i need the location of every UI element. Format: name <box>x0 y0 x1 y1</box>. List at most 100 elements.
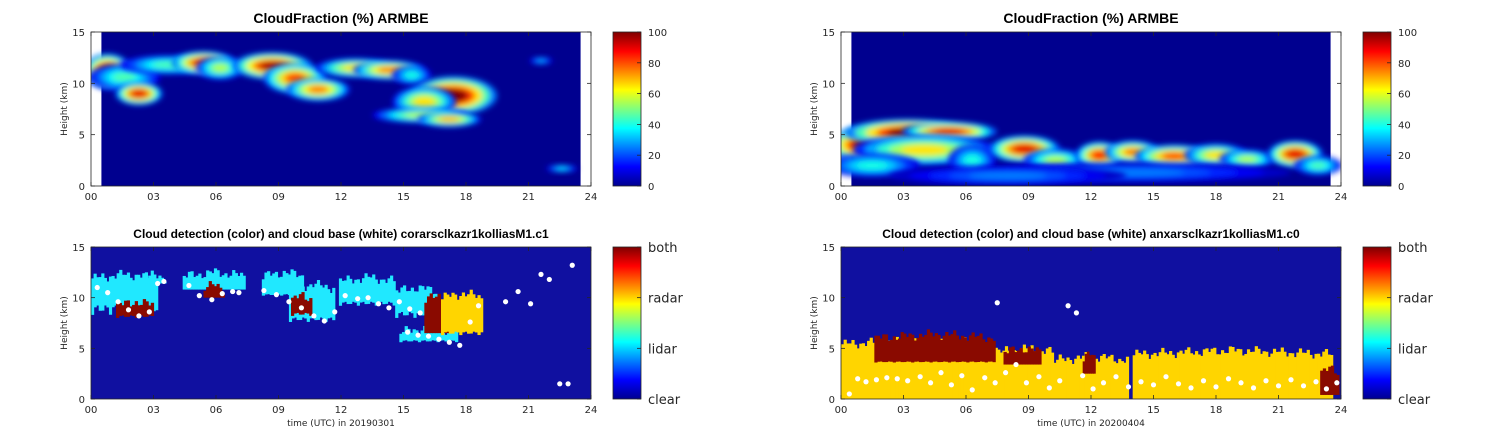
detection-column <box>1118 358 1122 399</box>
x-tick-label: 18 <box>460 405 473 416</box>
detection-column <box>142 273 146 308</box>
detection-column <box>206 270 210 290</box>
chart-title: Cloud detection (color) and cloud base (… <box>882 227 1300 241</box>
detection-column <box>392 281 396 306</box>
detection-column <box>1043 353 1047 399</box>
detection-column <box>316 280 321 320</box>
detection-column <box>1011 346 1015 365</box>
detection-column <box>193 277 197 290</box>
chart-title: CloudFraction (%) ARMBE <box>253 10 428 26</box>
colorbar-tick-label: 100 <box>1398 28 1417 39</box>
detection-column <box>456 299 460 333</box>
cloud-base-point <box>425 333 432 339</box>
detection-column <box>451 292 455 334</box>
cloud-base-point <box>94 284 100 291</box>
cloud-base-point <box>846 391 852 397</box>
plot-area <box>91 247 591 399</box>
chart-panel-det_20200404: 00 03 06 09 12 15 18 21 24 0 5 10 15 Cloud detection … <box>810 227 1434 429</box>
detection-column <box>864 346 868 399</box>
detection-column <box>921 336 925 363</box>
detection-column <box>219 276 223 290</box>
detection-column <box>879 338 883 362</box>
detection-column <box>134 301 139 318</box>
cloud-base-point <box>186 282 192 289</box>
detection-column <box>947 335 952 363</box>
x-tick-label: 00 <box>835 192 848 203</box>
detection-column <box>1233 351 1238 399</box>
cloud-fraction-cell-16 <box>888 165 1127 186</box>
y-tick-label: 5 <box>829 131 835 142</box>
detection-column <box>1063 361 1068 399</box>
detection-segment-3 <box>182 268 246 290</box>
cloud-base-point <box>146 309 152 315</box>
detection-column <box>467 294 471 334</box>
detection-column <box>1314 353 1318 399</box>
detection-column <box>429 293 433 334</box>
detection-column <box>968 335 973 362</box>
cloud-base-point <box>155 280 161 287</box>
detection-column <box>932 336 936 362</box>
detection-column <box>324 284 328 322</box>
detection-column <box>344 280 348 302</box>
detection-column <box>916 340 920 399</box>
detection-column <box>293 295 297 314</box>
detection-column <box>290 269 294 295</box>
detection-column <box>395 290 399 318</box>
detection-column <box>216 270 220 290</box>
cloud-base-point <box>1323 386 1330 392</box>
cloud-base-point <box>1073 310 1080 316</box>
x-tick-label: 21 <box>1272 405 1285 416</box>
colorbar-category-label: lidar <box>1398 342 1427 357</box>
detection-column <box>1200 355 1204 399</box>
cloud-base-point <box>948 382 955 388</box>
x-tick-label: 12 <box>1085 405 1098 416</box>
detection-column <box>1270 353 1274 399</box>
detection-column <box>155 281 159 311</box>
detection-column <box>1187 347 1191 399</box>
detection-column <box>346 275 350 305</box>
detection-column <box>1192 354 1196 399</box>
detection-column <box>1156 356 1160 399</box>
detection-column <box>264 272 268 295</box>
cloud-base-point <box>1213 384 1219 390</box>
detection-column <box>152 276 156 312</box>
detection-column <box>1296 352 1300 399</box>
detection-segment-7 <box>291 292 313 316</box>
detection-column <box>124 274 128 308</box>
cloud-fraction-level <box>537 59 545 63</box>
detection-column <box>1092 356 1096 399</box>
detection-column <box>1306 349 1310 399</box>
x-tick-label: 03 <box>147 192 160 203</box>
cloud-base-point <box>136 313 142 319</box>
x-tick-label: 06 <box>960 405 973 416</box>
detection-column <box>374 279 378 306</box>
y-tick-label: 10 <box>822 79 835 90</box>
detection-column <box>945 339 949 399</box>
detection-column <box>900 342 905 399</box>
chart-title: CloudFraction (%) ARMBE <box>1003 10 1178 26</box>
x-tick-label: 06 <box>960 192 973 203</box>
detection-column <box>399 333 403 343</box>
cloud-base-point <box>1313 379 1319 385</box>
cloud-base-point <box>115 299 121 305</box>
detection-column <box>267 271 271 295</box>
y-tick-label: 5 <box>829 344 835 355</box>
detection-column <box>893 338 897 399</box>
colorbar: clear lidar radar both <box>612 241 684 408</box>
detection-column <box>1014 352 1018 365</box>
detection-column <box>1288 353 1292 399</box>
x-tick-label: 18 <box>460 192 473 203</box>
chart-panel-cf_20190301: 00 03 06 09 12 15 18 21 24 0 5 10 15 CloudFraction (%… <box>60 10 667 203</box>
heatmap-background <box>101 32 581 186</box>
detection-column <box>277 277 281 295</box>
x-tick-label: 24 <box>1335 192 1348 203</box>
detection-column <box>1107 356 1111 399</box>
detection-column <box>402 285 407 316</box>
detection-column <box>269 275 273 295</box>
cloud-base-point <box>375 301 382 307</box>
detection-column <box>1278 351 1282 399</box>
cloud-fraction-level <box>1238 156 1257 163</box>
detection-column <box>1053 362 1057 399</box>
detection-column <box>129 277 133 308</box>
